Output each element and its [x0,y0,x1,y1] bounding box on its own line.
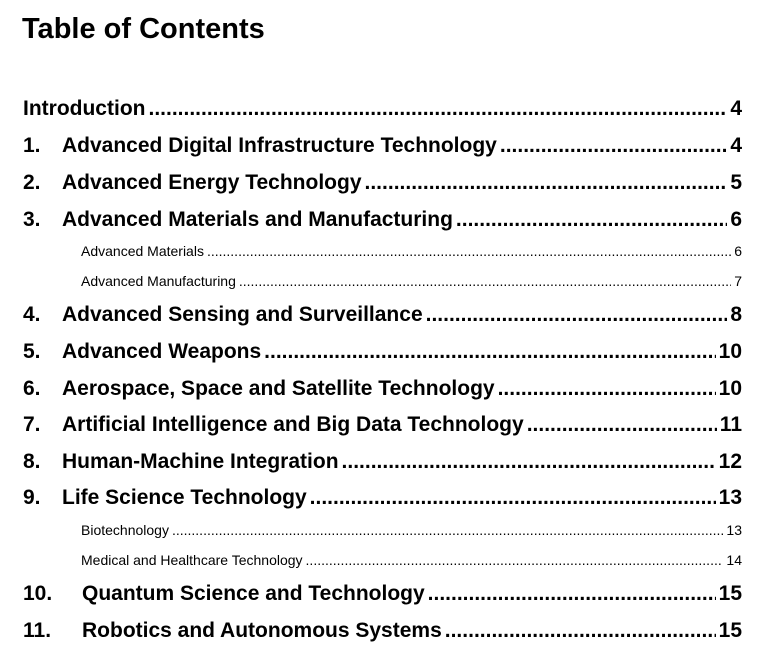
toc-entry-11[interactable]: 11. Robotics and Autonomous Systems 15 [23,618,742,644]
dot-leader [310,485,716,511]
dot-leader [207,242,731,260]
toc-entry-number: 8. [23,450,41,473]
toc-entry-label: Human-Machine Integration [62,450,339,473]
toc-entry-label: Life Science Technology [62,486,307,509]
dot-leader [500,133,727,159]
toc-entry-4[interactable]: 4. Advanced Sensing and Surveillance 8 [23,302,742,328]
toc-entry-number: 1. [23,134,41,157]
toc-entry-label: Introduction [23,97,146,120]
toc-subentry-label: Advanced Manufacturing [81,273,236,289]
toc-entry-5[interactable]: 5. Advanced Weapons 10 [23,339,742,365]
toc-entry-number: 5. [23,340,41,363]
toc-entry-label: Robotics and Autonomous Systems [82,619,442,642]
toc-entry-2[interactable]: 2. Advanced Energy Technology 5 [23,170,742,196]
toc-entry-label: Quantum Science and Technology [82,582,425,605]
dot-leader [172,521,723,539]
dot-leader [264,339,715,365]
toc-entry-label: Advanced Sensing and Surveillance [62,303,423,326]
dot-leader [306,551,724,569]
toc-entry-number: 10. [23,582,53,605]
toc-entry-number: 4. [23,303,41,326]
toc-entry-page-number: 4 [730,134,742,157]
toc-entry-9[interactable]: 9. Life Science Technology 13 [23,485,742,511]
toc-entry-7[interactable]: 7. Artificial Intelligence and Big Data … [23,412,742,438]
dot-leader [456,207,727,233]
dot-leader [426,302,728,328]
dot-leader [445,618,716,644]
toc-entry-page-number: 15 [718,619,742,642]
toc-entry-3[interactable]: 3. Advanced Materials and Manufacturing … [23,207,742,233]
toc-entry-page-number: 4 [730,97,742,120]
toc-subentry-page-number: 14 [726,552,742,568]
toc-entry-label: Advanced Digital Infrastructure Technolo… [62,134,497,157]
toc-entry-label: Advanced Materials and Manufacturing [62,208,453,231]
toc-entry-page-number: 5 [730,171,742,194]
dot-leader [498,376,716,402]
dot-leader [342,449,716,475]
toc-subentry-advanced-manufacturing[interactable]: Advanced Manufacturing 7 [81,272,742,290]
toc-entry-label: Advanced Weapons [62,340,262,363]
toc-entry-introduction[interactable]: Introduction 4 [23,96,742,122]
toc-entry-label: Aerospace, Space and Satellite Technolog… [62,377,495,400]
dot-leader [148,96,727,122]
dot-leader [365,170,728,196]
toc-subentry-label: Medical and Healthcare Technology [81,552,303,568]
toc-subentry-label: Biotechnology [81,522,169,538]
toc-entry-number: 7. [23,413,41,436]
page-title: Table of Contents [22,13,265,45]
toc-subentry-biotechnology[interactable]: Biotechnology 13 [81,521,742,539]
dot-leader [527,412,717,438]
toc-entry-page-number: 10 [718,340,742,363]
toc-entry-page-number: 11 [719,413,742,436]
toc-subentry-page-number: 6 [734,243,742,259]
toc-entry-page-number: 6 [730,208,742,231]
dot-leader [239,272,731,290]
toc-subentry-medical-and-healthcare-technology[interactable]: Medical and Healthcare Technology 14 [81,551,742,569]
toc-entry-page-number: 13 [718,486,742,509]
toc-entry-number: 6. [23,377,41,400]
toc-entry-6[interactable]: 6. Aerospace, Space and Satellite Techno… [23,376,742,402]
toc-entry-8[interactable]: 8. Human-Machine Integration 12 [23,449,742,475]
toc-subentry-label: Advanced Materials [81,243,204,259]
toc-entry-page-number: 15 [718,582,742,605]
toc-entry-number: 9. [23,486,41,509]
toc-entry-page-number: 8 [730,303,742,326]
toc-entry-10[interactable]: 10. Quantum Science and Technology 15 [23,581,742,607]
dot-leader [428,581,716,607]
toc-entry-number: 2. [23,171,41,194]
toc-entry-page-number: 10 [718,377,742,400]
toc-entry-number: 3. [23,208,41,231]
toc-entry-number: 11. [23,619,52,642]
toc-entry-1[interactable]: 1. Advanced Digital Infrastructure Techn… [23,133,742,159]
toc-entry-label: Artificial Intelligence and Big Data Tec… [62,413,524,436]
toc-entry-label: Advanced Energy Technology [62,171,362,194]
toc-subentry-page-number: 7 [734,273,742,289]
toc-subentry-page-number: 13 [726,522,742,538]
toc-entry-page-number: 12 [718,450,742,473]
toc-subentry-advanced-materials[interactable]: Advanced Materials 6 [81,242,742,260]
